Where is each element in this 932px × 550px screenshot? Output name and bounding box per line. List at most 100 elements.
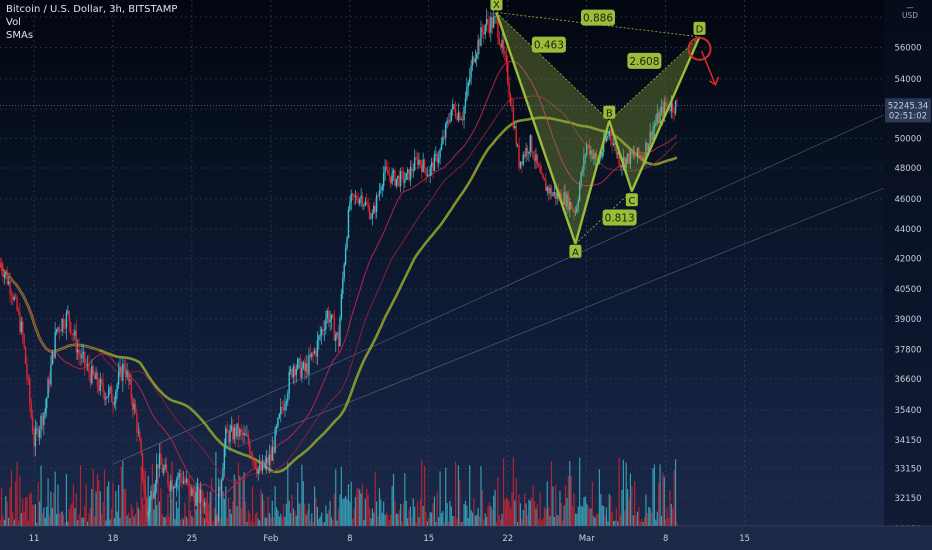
candle-body-415 xyxy=(584,154,587,156)
volume-bar-96 xyxy=(134,514,137,526)
candle-body-208 xyxy=(292,366,295,378)
ratio-box-2 xyxy=(602,209,637,226)
time-tick-3: Feb xyxy=(263,534,278,544)
candle-body-87 xyxy=(122,363,124,381)
volume-bar-361 xyxy=(508,501,510,526)
candle-body-161 xyxy=(226,428,228,433)
candle-body-79 xyxy=(110,386,113,402)
volume-bar-73 xyxy=(102,502,104,526)
candle-body-322 xyxy=(453,104,455,109)
volume-bar-125 xyxy=(175,501,178,526)
volume-bar-179 xyxy=(251,486,254,526)
candle-body-261 xyxy=(367,204,369,208)
volume-bar-293 xyxy=(412,498,414,526)
candle-body-234 xyxy=(329,319,331,323)
candle-body-290 xyxy=(408,169,410,181)
ratio-box-0 xyxy=(581,9,615,26)
volume-bar-392 xyxy=(552,486,554,526)
volume-bar-22 xyxy=(30,492,32,526)
price-tick-13: 35400 xyxy=(894,406,921,416)
volume-bar-368 xyxy=(518,494,520,526)
candle-body-436 xyxy=(614,143,616,145)
candle-body-479 xyxy=(674,100,677,114)
volume-bar-405 xyxy=(570,476,572,526)
volume-bars xyxy=(0,451,678,526)
volume-bar-407 xyxy=(573,493,575,526)
indicator-smas[interactable]: SMAs xyxy=(6,30,34,41)
volume-bar-305 xyxy=(429,512,431,526)
volume-bar-425 xyxy=(598,469,601,526)
volume-bar-445 xyxy=(627,489,629,526)
volume-bar-141 xyxy=(198,492,200,526)
candle-body-255 xyxy=(359,199,361,204)
volume-bar-379 xyxy=(533,500,536,526)
price-axis[interactable]: 5600054000520005000048000460004400042000… xyxy=(884,0,932,535)
volume-bar-328 xyxy=(462,521,464,526)
candle-body-130 xyxy=(182,481,185,484)
candle-body-160 xyxy=(225,428,227,447)
price-tick-1: 56000 xyxy=(894,44,921,54)
volume-bar-359 xyxy=(505,497,507,526)
volume-bar-220 xyxy=(309,520,311,526)
volume-bar-121 xyxy=(170,499,172,526)
volume-bar-182 xyxy=(256,511,258,526)
volume-bar-428 xyxy=(603,506,605,526)
volume-bar-163 xyxy=(229,508,231,526)
volume-bar-324 xyxy=(456,518,458,526)
volume-bar-284 xyxy=(400,504,402,526)
volume-bar-238 xyxy=(335,469,337,526)
volume-bar-46 xyxy=(64,522,66,526)
candle-body-71 xyxy=(99,378,101,391)
candle-body-373 xyxy=(525,147,527,157)
volume-bar-168 xyxy=(236,506,238,526)
pattern-leg-XA xyxy=(495,12,577,245)
volume-bar-162 xyxy=(227,497,230,526)
candle-body-28 xyxy=(38,429,41,438)
candle-body-246 xyxy=(346,237,348,249)
volume-bar-90 xyxy=(126,515,128,526)
volume-bar-176 xyxy=(247,509,249,526)
indicator-vol[interactable]: Vol xyxy=(6,17,21,28)
volume-bar-320 xyxy=(450,506,452,526)
volume-bar-451 xyxy=(635,515,637,526)
volume-bar-256 xyxy=(360,493,362,526)
candle-body-215 xyxy=(302,362,305,369)
volume-bar-173 xyxy=(243,472,245,526)
volume-bar-197 xyxy=(277,510,279,526)
candle-body-440 xyxy=(619,164,622,168)
candle-body-222 xyxy=(312,352,314,354)
volume-bar-422 xyxy=(594,517,596,526)
volume-bar-177 xyxy=(249,513,251,526)
volume-bar-462 xyxy=(650,513,653,526)
volume-bar-164 xyxy=(230,513,232,526)
candle-body-186 xyxy=(261,460,264,472)
candle-body-120 xyxy=(168,484,171,492)
candle-body-355 xyxy=(500,44,502,48)
volume-bar-446 xyxy=(628,499,630,526)
currency-label[interactable]: — USD xyxy=(902,4,918,20)
candle-body-247 xyxy=(347,209,350,238)
candle-body-461 xyxy=(649,131,651,144)
candle-body-480 xyxy=(676,100,678,102)
candle-body-144 xyxy=(202,500,204,507)
candle-body-320 xyxy=(450,109,453,121)
candle-body-14 xyxy=(19,311,21,332)
volume-bar-419 xyxy=(590,508,592,526)
candle-body-91 xyxy=(127,370,130,382)
candle-body-335 xyxy=(471,56,474,66)
volume-bar-434 xyxy=(611,512,613,526)
volume-bar-370 xyxy=(521,519,523,526)
candle-body-395 xyxy=(556,192,558,199)
candle-body-418 xyxy=(588,144,591,155)
candle-body-5 xyxy=(6,272,8,284)
volume-bar-429 xyxy=(604,515,606,526)
candle-body-338 xyxy=(476,53,478,59)
symbol-title[interactable]: Bitcoin / U.S. Dollar, 3h, BITSTAMP xyxy=(6,4,178,15)
time-axis[interactable]: 11 18 25 Feb 8 15 22 Mar 8 15 xyxy=(0,525,932,550)
price-tag-value: 52245.34 xyxy=(888,101,929,111)
candle-body-438 xyxy=(617,152,619,155)
volume-bar-92 xyxy=(129,518,131,526)
volume-bar-480 xyxy=(676,522,678,526)
